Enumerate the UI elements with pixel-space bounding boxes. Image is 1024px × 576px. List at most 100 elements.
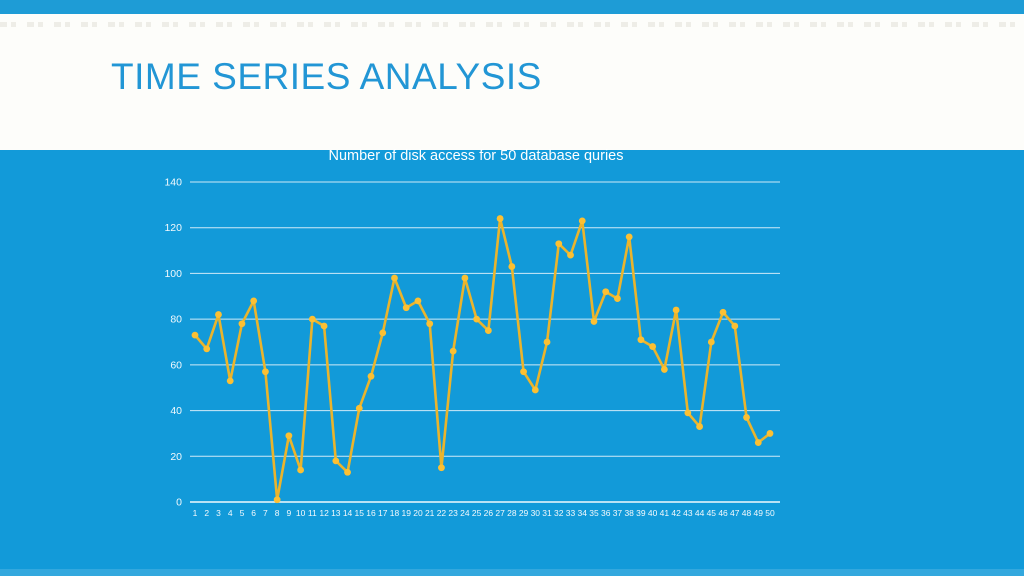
data-point-marker [414, 297, 422, 305]
data-point-marker [308, 315, 316, 323]
data-point-marker [731, 322, 739, 330]
x-tick-label: 44 [695, 508, 705, 518]
x-tick-label: 15 [355, 508, 365, 518]
x-tick-label: 6 [251, 508, 256, 518]
data-point-marker [696, 423, 703, 430]
data-point-marker [555, 240, 563, 248]
x-tick-label: 33 [566, 508, 576, 518]
x-tick-label: 21 [425, 508, 435, 518]
y-tick-label: 40 [170, 405, 182, 417]
x-tick-label: 7 [263, 508, 268, 518]
x-tick-label: 26 [484, 508, 494, 518]
x-tick-label: 24 [460, 508, 470, 518]
x-tick-label: 5 [240, 508, 245, 518]
data-point-marker [426, 320, 434, 328]
page-title: TIME SERIES ANALYSIS [111, 56, 542, 97]
y-tick-label: 140 [164, 177, 182, 189]
data-point-marker [238, 320, 246, 328]
y-tick-label: 120 [164, 222, 182, 234]
data-point-marker [391, 274, 398, 282]
x-tick-label: 4 [228, 508, 233, 518]
data-point-marker [578, 217, 586, 225]
x-tick-label: 35 [589, 508, 599, 518]
x-tick-label: 30 [531, 508, 541, 518]
x-tick-label: 46 [718, 508, 728, 518]
data-point-marker [250, 297, 258, 305]
x-tick-label: 8 [275, 508, 280, 518]
x-tick-label: 43 [683, 508, 693, 518]
series-line [193, 217, 772, 502]
data-point-marker [449, 347, 457, 355]
data-point-marker [379, 329, 387, 337]
data-point-marker [320, 322, 328, 330]
x-tick-label: 32 [554, 508, 564, 518]
data-point-marker [226, 377, 234, 385]
data-point-marker [602, 288, 610, 296]
x-tick-label: 19 [401, 508, 411, 518]
texture-strip [0, 22, 1024, 27]
x-tick-label: 28 [507, 508, 517, 518]
data-point-marker [355, 404, 363, 412]
data-point-marker [496, 215, 504, 222]
y-tick-label: 20 [170, 451, 182, 463]
x-tick-label: 27 [495, 508, 505, 518]
x-tick-label: 38 [624, 508, 634, 518]
x-tick-label: 49 [754, 508, 764, 518]
data-point-marker [262, 368, 269, 376]
data-point-marker [684, 409, 692, 417]
data-point-marker [743, 414, 750, 421]
x-tick-label: 40 [648, 508, 658, 518]
data-point-marker [344, 468, 351, 476]
x-tick-label: 13 [331, 508, 341, 518]
x-tick-label: 39 [636, 508, 646, 518]
x-tick-label: 12 [319, 508, 329, 518]
data-point-marker [191, 331, 199, 339]
data-point-marker [637, 336, 645, 344]
data-point-marker [473, 315, 481, 323]
data-point-marker [273, 496, 281, 504]
data-point-marker [438, 464, 445, 472]
data-point-marker [543, 338, 551, 346]
x-tick-label: 41 [660, 508, 670, 518]
data-point-marker [332, 457, 340, 465]
data-point-marker [203, 345, 211, 353]
x-tick-label: 45 [707, 508, 717, 518]
data-point-marker [649, 343, 657, 350]
data-point-marker [707, 338, 715, 346]
data-point-marker [285, 432, 293, 440]
x-tick-label: 50 [765, 508, 775, 518]
x-tick-label: 42 [671, 508, 681, 518]
data-point-marker [672, 306, 680, 314]
data-point-marker [297, 466, 305, 474]
data-point-marker [508, 263, 516, 270]
y-tick-label: 80 [170, 314, 182, 326]
data-point-marker [531, 386, 539, 394]
data-point-marker [215, 311, 222, 318]
title-band: TIME SERIES ANALYSIS [0, 14, 1024, 150]
x-tick-label: 10 [296, 508, 306, 518]
x-tick-label: 22 [437, 508, 447, 518]
chart-title: Number of disk access for 50 database qu… [328, 148, 624, 164]
data-point-marker [367, 372, 375, 380]
x-tick-label: 14 [343, 508, 353, 518]
data-point-marker [625, 233, 633, 241]
data-point-marker [754, 439, 762, 446]
data-point-marker [484, 327, 492, 334]
data-point-marker [614, 295, 621, 302]
slide-top-accent-bar [0, 0, 1024, 14]
x-tick-label: 37 [613, 508, 623, 518]
data-point-marker [567, 251, 574, 259]
x-tick-label: 3 [216, 508, 221, 518]
x-tick-label: 34 [578, 508, 588, 518]
x-tick-label: 20 [413, 508, 423, 518]
data-point-marker [461, 274, 469, 282]
data-point-marker [766, 430, 774, 437]
x-tick-label: 48 [742, 508, 752, 518]
data-point-marker [402, 304, 410, 312]
y-tick-label: 100 [164, 268, 182, 280]
x-tick-label: 23 [448, 508, 458, 518]
x-tick-label: 17 [378, 508, 388, 518]
x-tick-label: 1 [193, 508, 198, 518]
